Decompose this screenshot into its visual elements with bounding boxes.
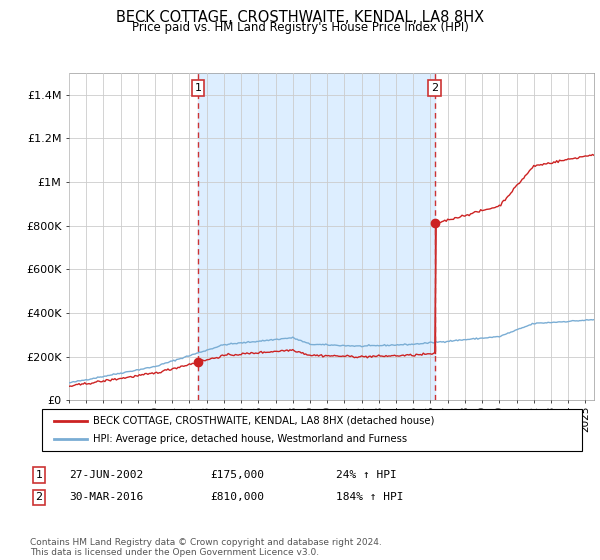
Text: 24% ↑ HPI: 24% ↑ HPI xyxy=(336,470,397,480)
Text: 1: 1 xyxy=(35,470,43,480)
Text: £810,000: £810,000 xyxy=(210,492,264,502)
Text: 2: 2 xyxy=(431,83,439,93)
Text: 1: 1 xyxy=(194,83,202,93)
Text: 27-JUN-2002: 27-JUN-2002 xyxy=(69,470,143,480)
Text: £175,000: £175,000 xyxy=(210,470,264,480)
Text: 184% ↑ HPI: 184% ↑ HPI xyxy=(336,492,404,502)
Bar xyxy=(198,73,435,400)
Text: HPI: Average price, detached house, Westmorland and Furness: HPI: Average price, detached house, West… xyxy=(93,434,407,444)
Text: BECK COTTAGE, CROSTHWAITE, KENDAL, LA8 8HX (detached house): BECK COTTAGE, CROSTHWAITE, KENDAL, LA8 8… xyxy=(93,416,434,426)
Text: Price paid vs. HM Land Registry's House Price Index (HPI): Price paid vs. HM Land Registry's House … xyxy=(131,21,469,34)
Text: BECK COTTAGE, CROSTHWAITE, KENDAL, LA8 8HX: BECK COTTAGE, CROSTHWAITE, KENDAL, LA8 8… xyxy=(116,10,484,25)
Text: 30-MAR-2016: 30-MAR-2016 xyxy=(69,492,143,502)
Text: Contains HM Land Registry data © Crown copyright and database right 2024.
This d: Contains HM Land Registry data © Crown c… xyxy=(30,538,382,557)
Text: 2: 2 xyxy=(35,492,43,502)
